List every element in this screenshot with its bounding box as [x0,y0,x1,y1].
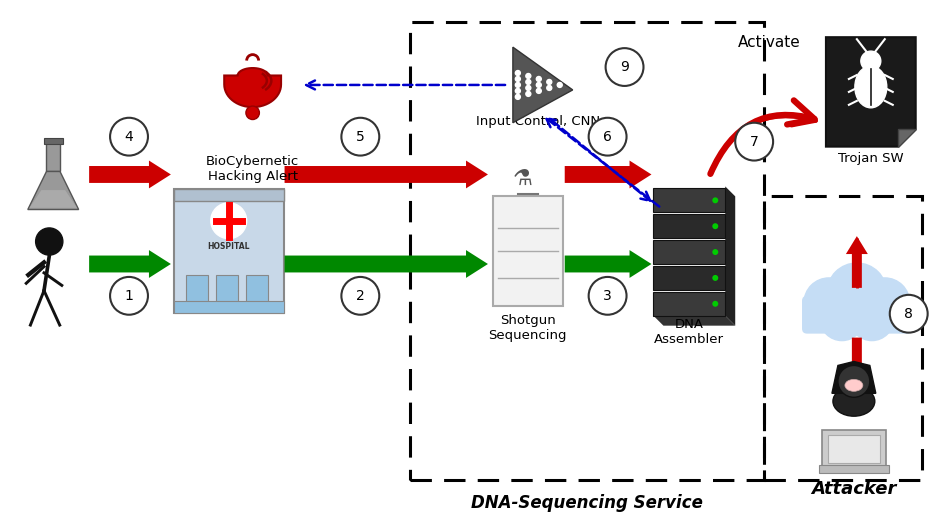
Text: Activate: Activate [738,35,801,49]
Text: 5: 5 [356,130,364,144]
Polygon shape [89,160,171,188]
Circle shape [713,197,718,204]
Polygon shape [653,316,735,326]
Text: 1: 1 [125,289,133,303]
Polygon shape [513,47,573,123]
Circle shape [36,228,63,255]
FancyBboxPatch shape [493,196,563,306]
Polygon shape [846,338,868,386]
Circle shape [804,278,854,328]
FancyBboxPatch shape [174,189,283,313]
Circle shape [526,79,531,85]
Text: ⚗: ⚗ [513,168,532,188]
Text: 3: 3 [603,289,612,303]
Circle shape [526,85,531,90]
Circle shape [713,249,718,255]
Circle shape [526,74,531,78]
FancyBboxPatch shape [802,296,912,333]
FancyBboxPatch shape [46,142,60,171]
FancyBboxPatch shape [245,276,267,305]
Circle shape [110,277,148,315]
Polygon shape [898,129,916,147]
Polygon shape [284,160,488,188]
Polygon shape [832,361,876,393]
Text: 4: 4 [125,130,133,144]
Text: 9: 9 [620,60,629,74]
FancyBboxPatch shape [653,266,725,290]
Text: 7: 7 [750,135,759,149]
Circle shape [838,366,869,397]
FancyBboxPatch shape [186,276,208,305]
Text: 2: 2 [356,289,364,303]
Circle shape [713,301,718,307]
Ellipse shape [845,379,863,391]
FancyBboxPatch shape [44,138,62,144]
Text: BioCybernetic
Hacking Alert: BioCybernetic Hacking Alert [206,155,299,183]
Circle shape [890,295,928,332]
Polygon shape [225,68,281,107]
Circle shape [820,297,864,341]
Circle shape [827,263,886,322]
Text: 8: 8 [904,307,913,321]
Polygon shape [826,37,916,147]
Circle shape [735,123,773,160]
Circle shape [557,83,563,87]
Circle shape [547,79,551,85]
Circle shape [860,278,910,328]
Circle shape [536,76,541,82]
Circle shape [547,85,551,90]
Circle shape [526,92,531,96]
Circle shape [850,297,894,341]
Ellipse shape [855,66,886,108]
Polygon shape [565,160,651,188]
FancyBboxPatch shape [819,465,888,473]
Polygon shape [725,186,735,326]
Polygon shape [27,171,78,209]
Text: HOSPITAL: HOSPITAL [208,242,250,251]
FancyBboxPatch shape [174,301,283,313]
FancyBboxPatch shape [653,292,725,316]
Polygon shape [89,250,171,278]
Circle shape [110,118,148,156]
Text: DNA
Assembler: DNA Assembler [654,318,724,346]
Text: 6: 6 [603,130,612,144]
Circle shape [589,277,627,315]
FancyBboxPatch shape [653,240,725,264]
FancyBboxPatch shape [828,435,880,463]
FancyBboxPatch shape [653,214,725,238]
Circle shape [515,88,520,94]
Circle shape [589,118,627,156]
Circle shape [536,88,541,94]
Circle shape [515,94,520,99]
Text: DNA-Sequencing Service: DNA-Sequencing Service [471,494,703,512]
Text: Attacker: Attacker [811,480,897,498]
Circle shape [861,51,881,71]
Circle shape [246,106,260,119]
Circle shape [536,83,541,87]
Circle shape [713,275,718,281]
Ellipse shape [833,386,875,416]
Polygon shape [284,250,488,278]
FancyBboxPatch shape [174,189,283,201]
FancyBboxPatch shape [216,276,238,305]
Text: Input Control, CNN: Input Control, CNN [476,115,599,128]
Circle shape [713,223,718,229]
Circle shape [342,118,379,156]
Polygon shape [565,250,651,278]
FancyBboxPatch shape [822,430,885,468]
Text: Trojan SW: Trojan SW [838,151,903,165]
Circle shape [606,48,644,86]
Polygon shape [29,190,77,208]
FancyBboxPatch shape [653,188,725,213]
Circle shape [211,203,246,239]
Text: Shotgun
Sequencing: Shotgun Sequencing [489,313,567,342]
Circle shape [342,277,379,315]
Circle shape [515,70,520,76]
Polygon shape [846,236,868,288]
Circle shape [515,76,520,82]
Circle shape [515,83,520,87]
